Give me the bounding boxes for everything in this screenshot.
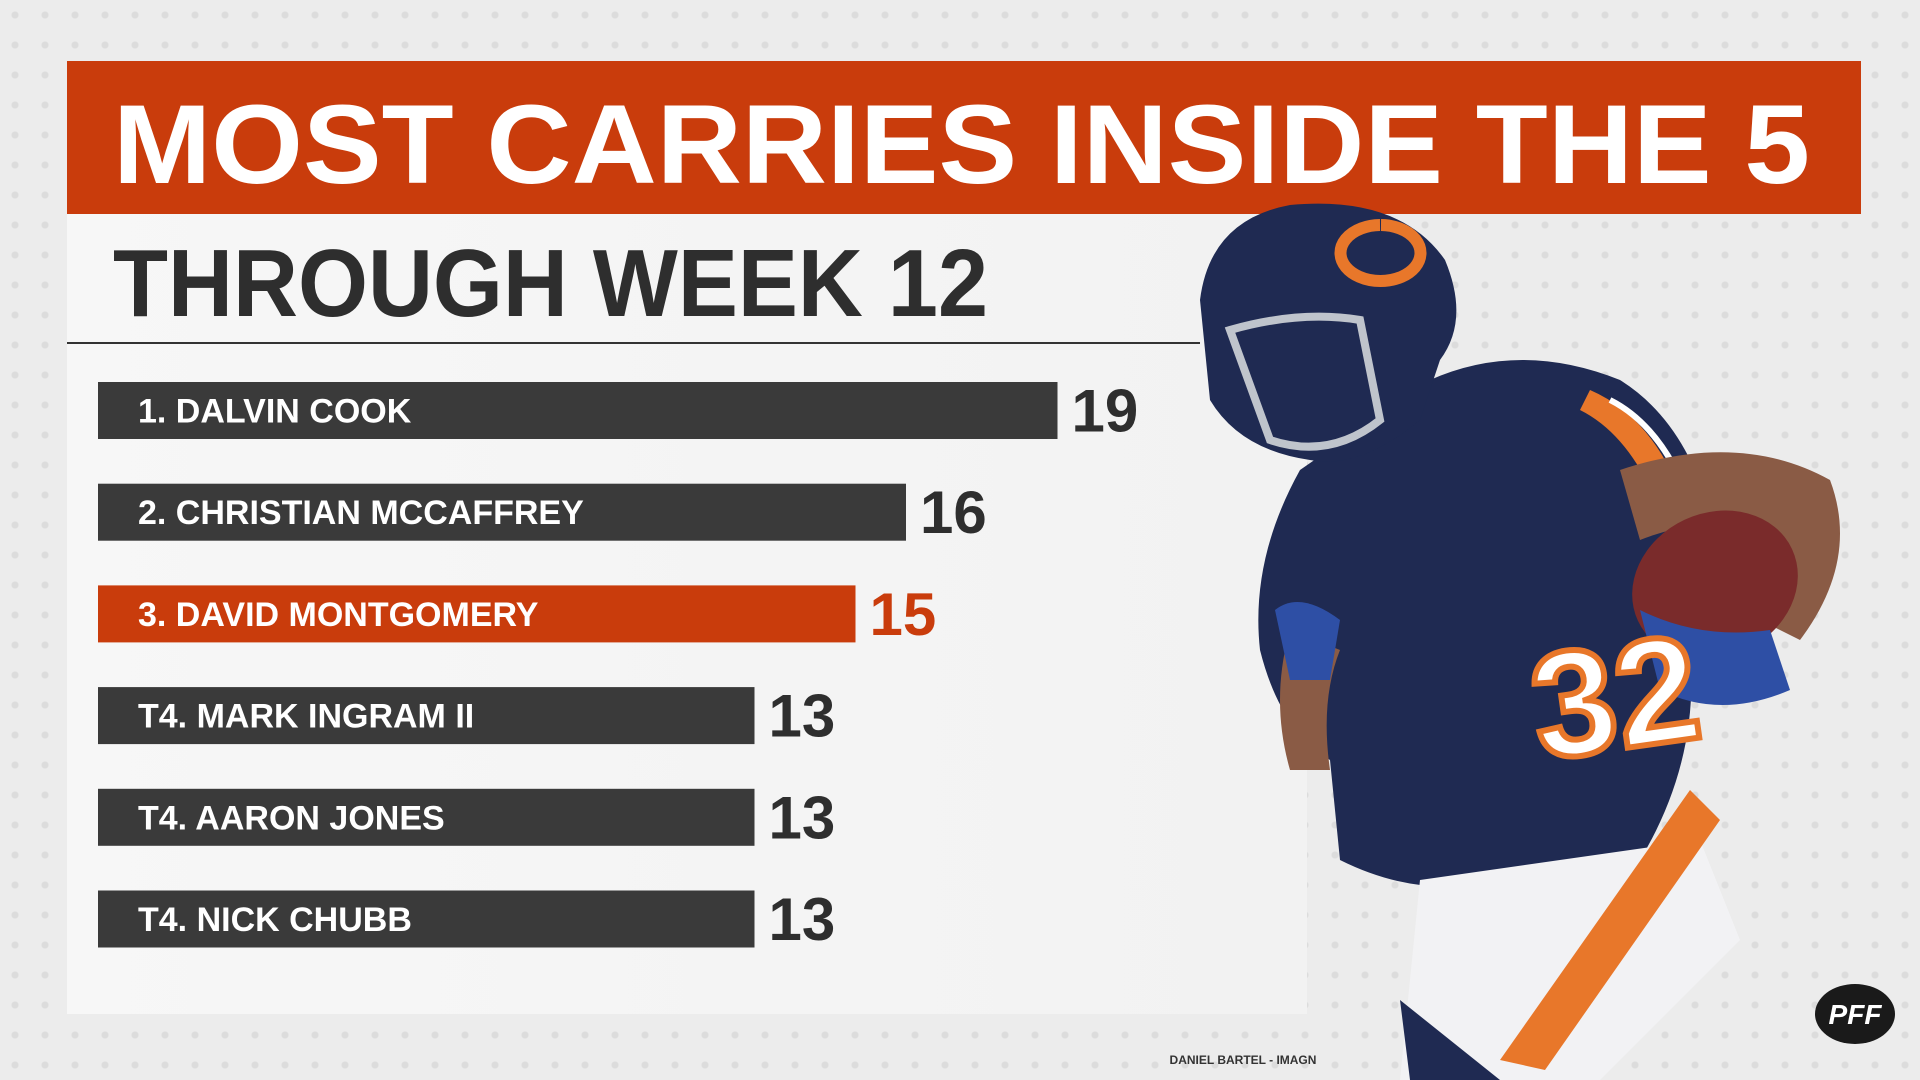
value-label: 13 [769, 886, 836, 953]
chart-subtitle: THROUGH WEEK 12 [113, 230, 988, 337]
bar [98, 585, 856, 643]
bar-label: 2. CHRISTIAN MCCAFFREY [138, 494, 584, 532]
value-label: 16 [920, 479, 987, 546]
chart-title: MOST CARRIES INSIDE THE 5 [113, 82, 1810, 207]
bar [98, 483, 906, 541]
title-banner [67, 61, 1861, 214]
logo: PFF [1829, 999, 1883, 1030]
photo-credit: DANIEL BARTEL - IMAGN [1170, 1053, 1317, 1067]
value-label: 13 [769, 784, 836, 851]
bar-label: 3. DAVID MONTGOMERY [138, 596, 539, 634]
bar [98, 382, 1058, 439]
svg-text:32: 32 [1521, 602, 1710, 792]
bars: 1. DALVIN COOK 19 2. CHRISTIAN MCCAFFREY 16… [98, 378, 1139, 953]
bar [98, 687, 755, 745]
bar [98, 788, 755, 846]
logo-badge [1815, 984, 1895, 1044]
bar-label: T4. MARK INGRAM II [138, 698, 474, 736]
value-label: 15 [870, 581, 937, 648]
bar [98, 890, 755, 948]
value-label: 13 [769, 683, 836, 750]
value-label: 19 [1072, 378, 1139, 445]
bar-label: T4. NICK CHUBB [138, 901, 412, 939]
player-illustration: 32 [1200, 203, 1840, 1080]
bar-label: 1. DALVIN COOK [138, 393, 412, 431]
bar-label: T4. AARON JONES [138, 799, 445, 837]
